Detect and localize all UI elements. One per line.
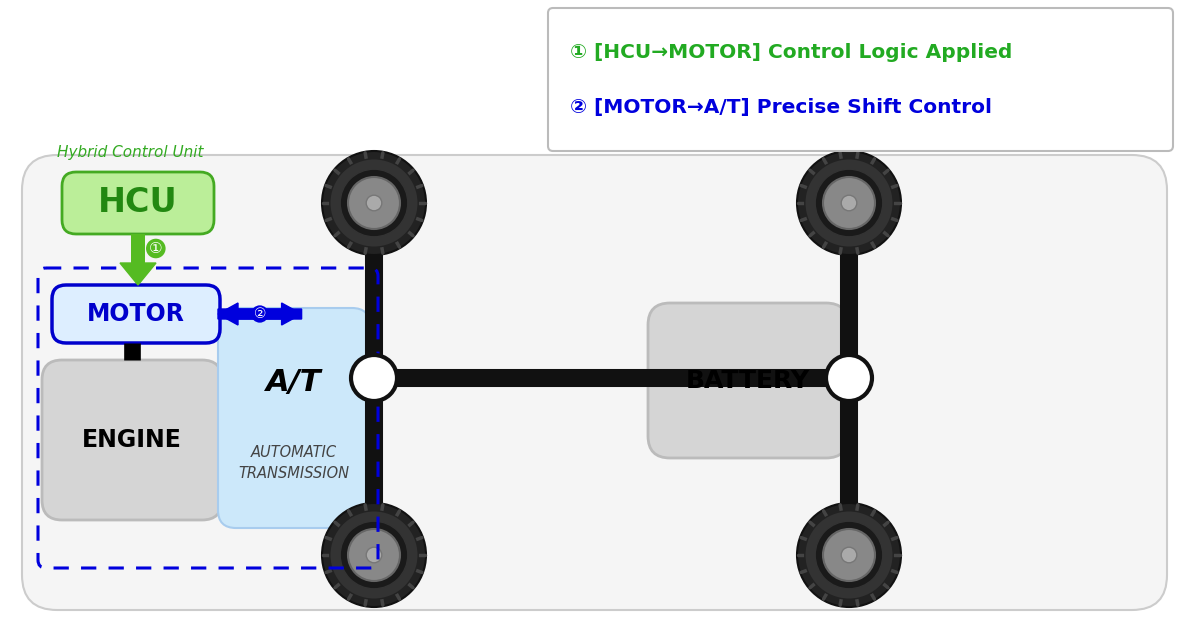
Circle shape: [841, 547, 857, 563]
Circle shape: [798, 503, 901, 607]
Text: MOTOR: MOTOR: [87, 302, 185, 326]
Text: AUTOMATIC
TRANSMISSION: AUTOMATIC TRANSMISSION: [238, 445, 350, 481]
Circle shape: [815, 521, 883, 589]
Text: ①: ①: [149, 241, 162, 256]
Circle shape: [805, 511, 893, 599]
Text: ② [MOTOR→A/T] Precise Shift Control: ② [MOTOR→A/T] Precise Shift Control: [570, 98, 992, 118]
FancyBboxPatch shape: [547, 8, 1173, 151]
Circle shape: [329, 159, 418, 247]
FancyBboxPatch shape: [218, 308, 370, 528]
Circle shape: [351, 355, 397, 401]
Text: A/T: A/T: [267, 369, 322, 398]
Circle shape: [824, 529, 875, 581]
FancyBboxPatch shape: [52, 285, 220, 343]
FancyArrow shape: [218, 303, 302, 325]
Text: ① [HCU→MOTOR] Control Logic Applied: ① [HCU→MOTOR] Control Logic Applied: [570, 42, 1012, 62]
Circle shape: [340, 521, 408, 589]
Text: Hybrid Control Unit: Hybrid Control Unit: [57, 144, 204, 159]
Circle shape: [329, 511, 418, 599]
Circle shape: [348, 177, 401, 229]
Circle shape: [805, 159, 893, 247]
Circle shape: [340, 169, 408, 237]
FancyBboxPatch shape: [41, 360, 222, 520]
Circle shape: [366, 547, 382, 563]
Circle shape: [366, 195, 382, 211]
FancyArrow shape: [218, 303, 302, 325]
Text: ENGINE: ENGINE: [82, 428, 182, 452]
Text: HCU: HCU: [98, 186, 178, 219]
Text: BATTERY: BATTERY: [686, 369, 811, 392]
FancyBboxPatch shape: [23, 155, 1167, 610]
Circle shape: [815, 169, 883, 237]
Circle shape: [824, 177, 875, 229]
Circle shape: [322, 151, 425, 255]
Circle shape: [322, 503, 425, 607]
FancyBboxPatch shape: [648, 303, 848, 458]
Text: ②: ②: [254, 307, 267, 321]
Circle shape: [826, 355, 872, 401]
Circle shape: [348, 529, 401, 581]
Circle shape: [841, 195, 857, 211]
Circle shape: [798, 151, 901, 255]
Bar: [132, 234, 145, 263]
Polygon shape: [120, 263, 156, 285]
FancyBboxPatch shape: [62, 172, 214, 234]
